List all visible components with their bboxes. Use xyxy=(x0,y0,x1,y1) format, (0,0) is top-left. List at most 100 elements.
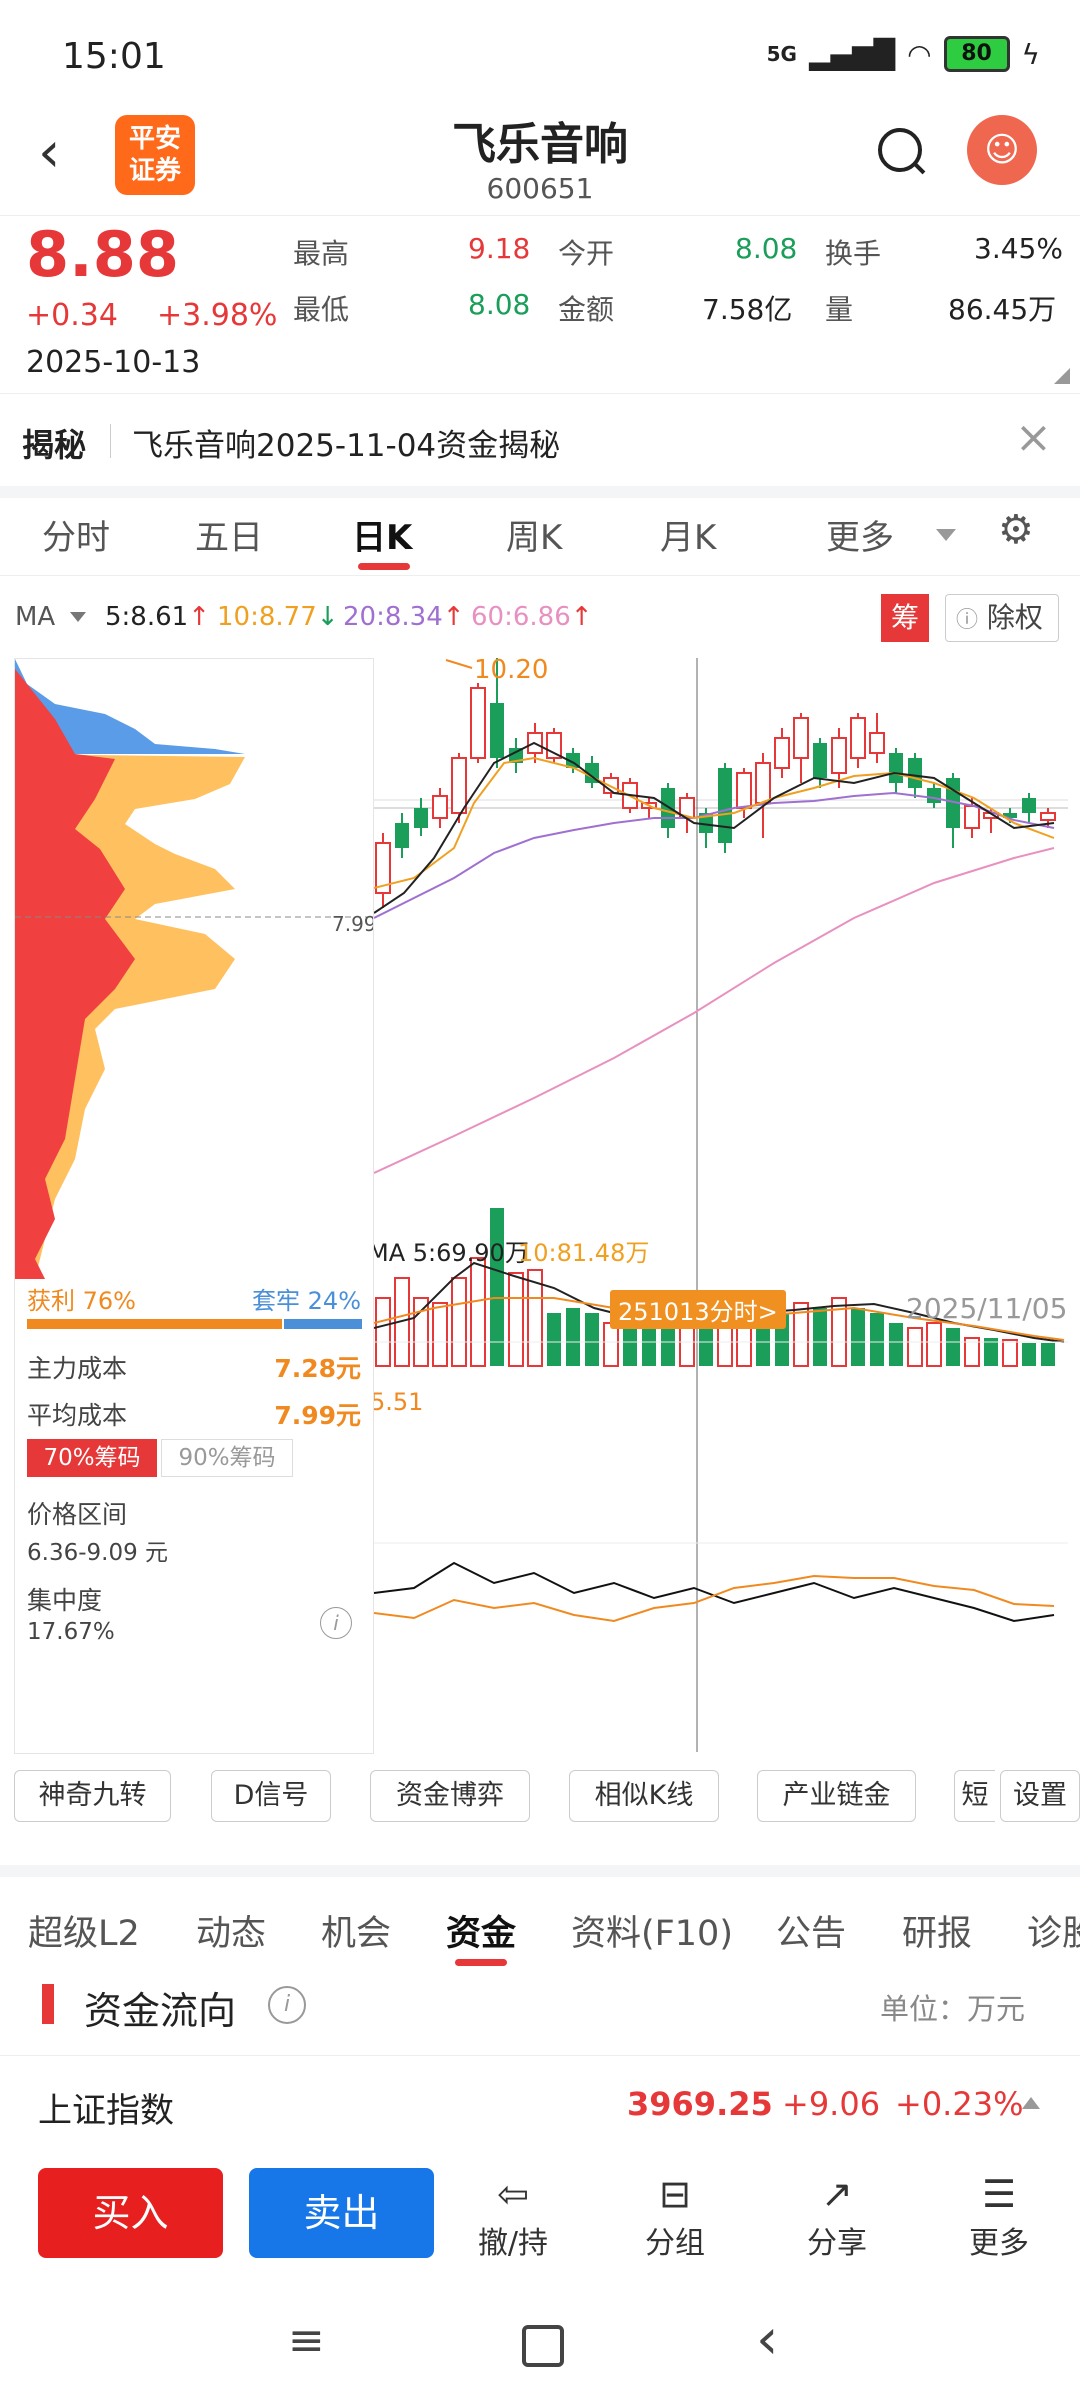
tab-opportunity[interactable]: 机会 xyxy=(321,1914,392,1954)
volume-bar xyxy=(470,1257,486,1367)
volume-bar xyxy=(813,1308,827,1366)
expand-corner-icon[interactable] xyxy=(1054,368,1070,384)
vol-ma10-text: 10:81.48万 xyxy=(518,1239,649,1267)
volume-bar xyxy=(984,1338,998,1366)
tab-news[interactable]: 动态 xyxy=(196,1914,267,1954)
ma-dropdown-icon[interactable] xyxy=(70,612,86,622)
stock-code: 600651 xyxy=(486,172,594,205)
chevron-down-icon[interactable] xyxy=(936,529,956,541)
section-tabs: 超级L2 动态 机会 资金 资料(F10) 公告 研报 诊股 xyxy=(0,1865,1080,1966)
volume-bar xyxy=(566,1308,580,1366)
fund-reveal-bar[interactable]: 揭秘 飞乐音响2025-11-04资金揭秘 × xyxy=(0,393,1080,498)
tab-five-day[interactable]: 五日 xyxy=(195,518,263,558)
info-icon[interactable]: i xyxy=(268,1986,306,2024)
tab-intraday[interactable]: 分时 xyxy=(42,518,110,558)
candle xyxy=(432,795,448,819)
buy-button[interactable]: 买入 xyxy=(38,2168,223,2258)
high-value: 9.18 xyxy=(468,232,531,265)
avg-cost-value: 7.99元 xyxy=(274,1401,361,1430)
tool-similar-k[interactable]: 相似K线 xyxy=(569,1770,719,1822)
ma10-value: 10:8.77↓ xyxy=(217,602,339,632)
system-nav-bar: ≡ ‹ xyxy=(0,2285,1080,2400)
volume-bar xyxy=(623,1326,637,1366)
sell-button[interactable]: 卖出 xyxy=(249,2168,434,2258)
tab-super-l2[interactable]: 超级L2 xyxy=(28,1914,140,1954)
open-label: 今开 xyxy=(558,237,615,270)
crosshair-time-tag[interactable]: 251013分时> xyxy=(610,1290,786,1329)
fund-flow-title: 资金流向 xyxy=(84,1989,237,2033)
tool-d-signal[interactable]: D信号 xyxy=(211,1770,331,1822)
price-range-value: 6.36-9.09 元 xyxy=(27,1540,169,1566)
broker-logo: 平安 证券 xyxy=(115,115,195,195)
period-tabs: 分时 五日 日K 周K 月K 更多 ⚙ xyxy=(0,495,1080,576)
tab-research[interactable]: 研报 xyxy=(902,1914,973,1954)
tab-daily-k[interactable]: 日K xyxy=(352,518,413,558)
candle xyxy=(509,748,523,763)
more-button[interactable]: ☰ 更多 xyxy=(944,2170,1054,2262)
fund-flow-unit: 单位：万元 xyxy=(880,1992,1026,2026)
battery-icon: 80 xyxy=(943,36,1010,72)
back-icon[interactable]: ‹ xyxy=(38,120,61,185)
close-icon[interactable]: × xyxy=(1015,412,1052,463)
price-change-pct: +3.98% xyxy=(157,298,278,333)
home-icon[interactable] xyxy=(522,2325,564,2367)
tool-industry-chain[interactable]: 产业链金 xyxy=(757,1770,916,1822)
tab-diagnose[interactable]: 诊股 xyxy=(1027,1914,1080,1954)
search-icon[interactable] xyxy=(878,128,922,172)
tab-funds[interactable]: 资金 xyxy=(446,1914,517,1954)
menu-icon[interactable]: ≡ xyxy=(288,2315,325,2366)
volume-bar xyxy=(1022,1343,1036,1366)
tool-settings[interactable]: 设置 xyxy=(1000,1770,1080,1822)
chip-profit-red xyxy=(15,669,135,1279)
tab-monthly-k[interactable]: 月K xyxy=(660,518,717,558)
kline-chart-area[interactable]: MA 5:8.61↑ 10:8.77↓ 20:8.34↑ 60:6.86↑ 筹 … xyxy=(0,580,1080,1755)
candle xyxy=(375,842,391,894)
volume-bar xyxy=(964,1337,980,1367)
main-cost-label: 主力成本 xyxy=(27,1354,128,1383)
volume-bar xyxy=(889,1323,903,1366)
concentration-value: 17.67% xyxy=(27,1619,115,1645)
ma-label[interactable]: MA xyxy=(15,602,56,632)
group-button[interactable]: ⊟ 分组 xyxy=(620,2170,730,2262)
volume-bar xyxy=(451,1277,467,1367)
volume-bar xyxy=(870,1313,884,1366)
ma20-value: 20:8.34↑ xyxy=(343,602,465,632)
exright-button[interactable]: ⓘ 除权 xyxy=(945,594,1059,642)
tab-weekly-k[interactable]: 周K xyxy=(506,518,563,558)
share-button[interactable]: ↗ 分享 xyxy=(782,2170,892,2262)
gear-icon[interactable]: ⚙ xyxy=(998,507,1034,553)
back-nav-icon[interactable]: ‹ xyxy=(756,2307,779,2372)
tab-f10[interactable]: 资料(F10) xyxy=(571,1914,733,1954)
tab-more[interactable]: 更多 xyxy=(826,518,894,558)
index-row[interactable]: 上证指数 3969.25 +9.06 +0.23% xyxy=(0,2055,1080,2150)
candle xyxy=(850,717,866,759)
concentration-label: 集中度 xyxy=(27,1586,103,1615)
reveal-text[interactable]: 飞乐音响2025-11-04资金揭秘 xyxy=(132,428,561,464)
volume-bar xyxy=(432,1302,448,1367)
volume-bar xyxy=(413,1297,429,1367)
candle xyxy=(889,753,903,783)
reveal-tag: 揭秘 xyxy=(22,426,87,464)
avatar[interactable]: ☺ xyxy=(967,115,1037,185)
tool-magic-nine[interactable]: 神奇九转 xyxy=(14,1770,171,1822)
volume-bar xyxy=(907,1327,923,1367)
chip-tab-70[interactable]: 70%筹码 xyxy=(27,1439,157,1477)
info-icon[interactable]: i xyxy=(320,1607,352,1639)
stock-header: ‹ 平安 证券 飞乐音响 600651 ☺ xyxy=(0,100,1080,216)
indicator-line-black xyxy=(374,1561,1055,1623)
chip-tab-90[interactable]: 90%筹码 xyxy=(161,1439,293,1477)
chip-button[interactable]: 筹 xyxy=(881,594,929,642)
cancel-hold-button[interactable]: ⇦ 撤/持 xyxy=(458,2170,568,2262)
main-cost-value: 7.28元 xyxy=(274,1354,361,1383)
signal-icon: 5G xyxy=(766,42,797,66)
candle xyxy=(470,687,486,759)
tool-fund-game[interactable]: 资金博弈 xyxy=(370,1770,530,1822)
status-bar: 15:01 5G ▂▄▆█ ◠ 80 ϟ xyxy=(0,0,1080,110)
index-change-pct: +0.23% xyxy=(895,2085,1024,2123)
candlestick-chart[interactable]: 10.20 MA 5:69.90万 10:81.48万 5.51 xyxy=(374,658,1068,1752)
volume-bar xyxy=(926,1322,942,1367)
chevron-up-icon[interactable] xyxy=(1022,2097,1040,2109)
tool-short[interactable]: 短 xyxy=(954,1770,995,1822)
tab-announcement[interactable]: 公告 xyxy=(776,1914,847,1954)
volume-bar xyxy=(946,1328,960,1366)
